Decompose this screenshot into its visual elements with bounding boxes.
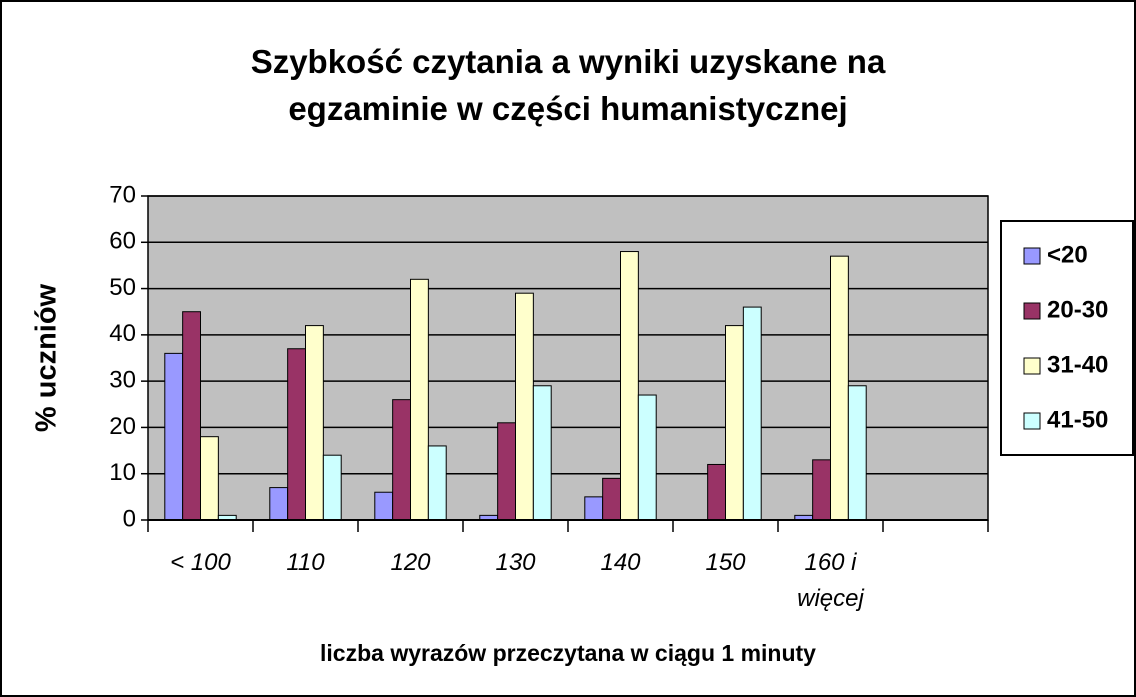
y-tick-label: 50 <box>109 274 136 301</box>
x-tick-label: 150 <box>705 549 746 576</box>
y-tick-label: 0 <box>123 505 136 532</box>
bar <box>637 394 657 521</box>
bar <box>287 348 306 521</box>
y-axis-title: % uczniów <box>31 283 63 432</box>
bar <box>584 496 604 521</box>
bar <box>812 459 832 521</box>
chart-title: Szybkość czytania a wyniki uzyskane na e… <box>250 43 886 127</box>
y-tick-label: 10 <box>109 459 136 486</box>
bar <box>164 352 184 521</box>
legend-swatch <box>1023 302 1041 320</box>
bar <box>410 278 429 521</box>
bar <box>620 251 639 521</box>
x-axis-title: liczba wyrazów przeczytana w ciągu 1 min… <box>320 640 816 666</box>
legend-swatch <box>1023 357 1041 375</box>
bar <box>200 436 219 521</box>
x-tick-label: 120 <box>390 549 431 576</box>
y-tick-label: 20 <box>109 413 136 440</box>
bar <box>392 399 411 521</box>
y-tick-label: 60 <box>109 228 136 255</box>
bar <box>497 422 516 521</box>
bar <box>742 306 762 521</box>
legend-swatch <box>1023 247 1041 265</box>
bar <box>707 463 727 521</box>
bar <box>515 292 534 521</box>
legend-label: 31-40 <box>1047 351 1108 378</box>
x-tick-label: 110 <box>286 549 325 576</box>
bar <box>305 325 324 521</box>
x-tick-label: 160 i więcej <box>797 549 864 612</box>
bar <box>830 255 849 521</box>
bar <box>269 487 289 521</box>
x-tick-label: 130 <box>495 549 536 576</box>
legend-label: 41-50 <box>1047 406 1108 433</box>
y-tick-label: 70 <box>109 181 136 208</box>
bar <box>427 445 447 521</box>
bar <box>847 385 867 521</box>
x-tick-label: 140 <box>600 549 641 576</box>
y-tick-label: 40 <box>109 320 136 347</box>
bar <box>182 311 201 521</box>
y-tick-label: 30 <box>109 366 136 393</box>
bar <box>725 325 744 521</box>
bar <box>374 491 394 521</box>
legend-label: 20-30 <box>1047 296 1108 323</box>
legend-swatch <box>1023 412 1041 430</box>
legend-label: <20 <box>1047 241 1088 268</box>
bar <box>602 477 622 521</box>
bar <box>532 385 552 521</box>
legend-box <box>1000 220 1134 456</box>
bar <box>322 454 342 521</box>
x-tick-label: < 100 <box>170 549 231 576</box>
